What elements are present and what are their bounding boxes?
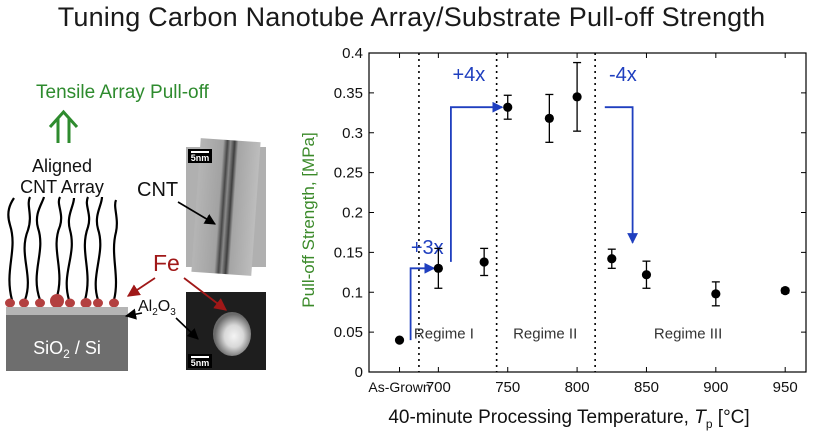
pulloff-label: Tensile Array Pull-off — [36, 82, 210, 103]
y-tick-label: 0.4 — [342, 45, 363, 62]
data-point — [433, 263, 443, 273]
y-axis-label: Pull-off Strength, [MPa] — [299, 132, 318, 307]
substrate-label: SiO2 / Si — [33, 338, 101, 361]
x-axis-label: 40-minute Processing Temperature, Tp [°C… — [388, 407, 749, 431]
substrate — [6, 315, 128, 371]
y-tick-label: 0.1 — [342, 284, 363, 301]
change-label: +3x — [411, 237, 444, 259]
data-point — [479, 257, 489, 267]
x-tick-label: 700 — [426, 379, 451, 396]
scalebar-bottom-label: 5nm — [191, 358, 210, 368]
y-tick-label: 0.2 — [342, 205, 363, 222]
x-tick-label: As-Grown — [368, 379, 430, 395]
chart-plot-area: 0 0.05 0.1 0.15 0.2 0.25 0.3 0.35 0.4 As-Grown700… — [334, 45, 807, 396]
x-tick-label: 950 — [773, 379, 798, 396]
x-tick-label: 900 — [703, 379, 728, 396]
change-label: +4x — [452, 64, 485, 86]
al2o3-layer — [6, 307, 128, 315]
change-label: -4x — [609, 64, 637, 86]
change-arrow — [409, 262, 436, 341]
regime-label: Regime I — [414, 326, 474, 343]
data-point — [641, 270, 652, 280]
y-tick-label: 0 — [355, 364, 363, 381]
al2o3-arrow-right — [175, 317, 199, 340]
page-title: Tuning Carbon Nanotube Array/Substrate P… — [57, 2, 766, 32]
pulloff-arrow-icon — [48, 109, 79, 143]
y-tick-label: 0.35 — [334, 85, 363, 102]
cnt-schematic: Tensile Array Pull-off Aligned CNT Array… — [5, 82, 266, 371]
data-point — [711, 289, 721, 299]
change-arrow — [604, 106, 638, 244]
change-arrow — [450, 101, 504, 262]
x-tick-label: 750 — [495, 379, 520, 396]
x-tick-label: 800 — [565, 379, 590, 396]
fe-arrow-left — [126, 277, 156, 297]
fe-particles — [5, 294, 119, 308]
data-point — [544, 113, 554, 123]
cnt-pointer-arrow — [177, 201, 216, 225]
tem-image-cnt: 5nm — [186, 138, 266, 276]
data-point — [394, 335, 405, 345]
data-point — [607, 254, 617, 264]
cnt-strands — [7, 196, 118, 301]
array-label-line1: Aligned — [32, 156, 92, 176]
y-tick-label: 0.25 — [334, 165, 363, 182]
data-point — [572, 92, 582, 102]
cnt-label: CNT — [137, 179, 178, 201]
y-tick-label: 0.05 — [334, 324, 363, 341]
y-tick-label: 0.15 — [334, 244, 363, 261]
fe-arrow-right — [183, 277, 228, 311]
regime-label: Regime II — [513, 326, 577, 343]
plot-frame — [368, 52, 807, 373]
al2o3-arrow-left — [124, 308, 143, 320]
y-tick-label: 0.3 — [342, 125, 363, 142]
regime-label: Regime III — [654, 326, 722, 343]
array-label-line2: CNT Array — [20, 177, 104, 197]
scalebar-top-label: 5nm — [191, 153, 210, 163]
al2o3-label: Al2O3 — [138, 298, 176, 318]
x-tick-label: 850 — [634, 379, 659, 396]
tem-image-fe: 5nm — [186, 292, 266, 370]
data-point — [780, 286, 790, 296]
data-point — [503, 102, 513, 112]
fe-label: Fe — [153, 250, 180, 276]
